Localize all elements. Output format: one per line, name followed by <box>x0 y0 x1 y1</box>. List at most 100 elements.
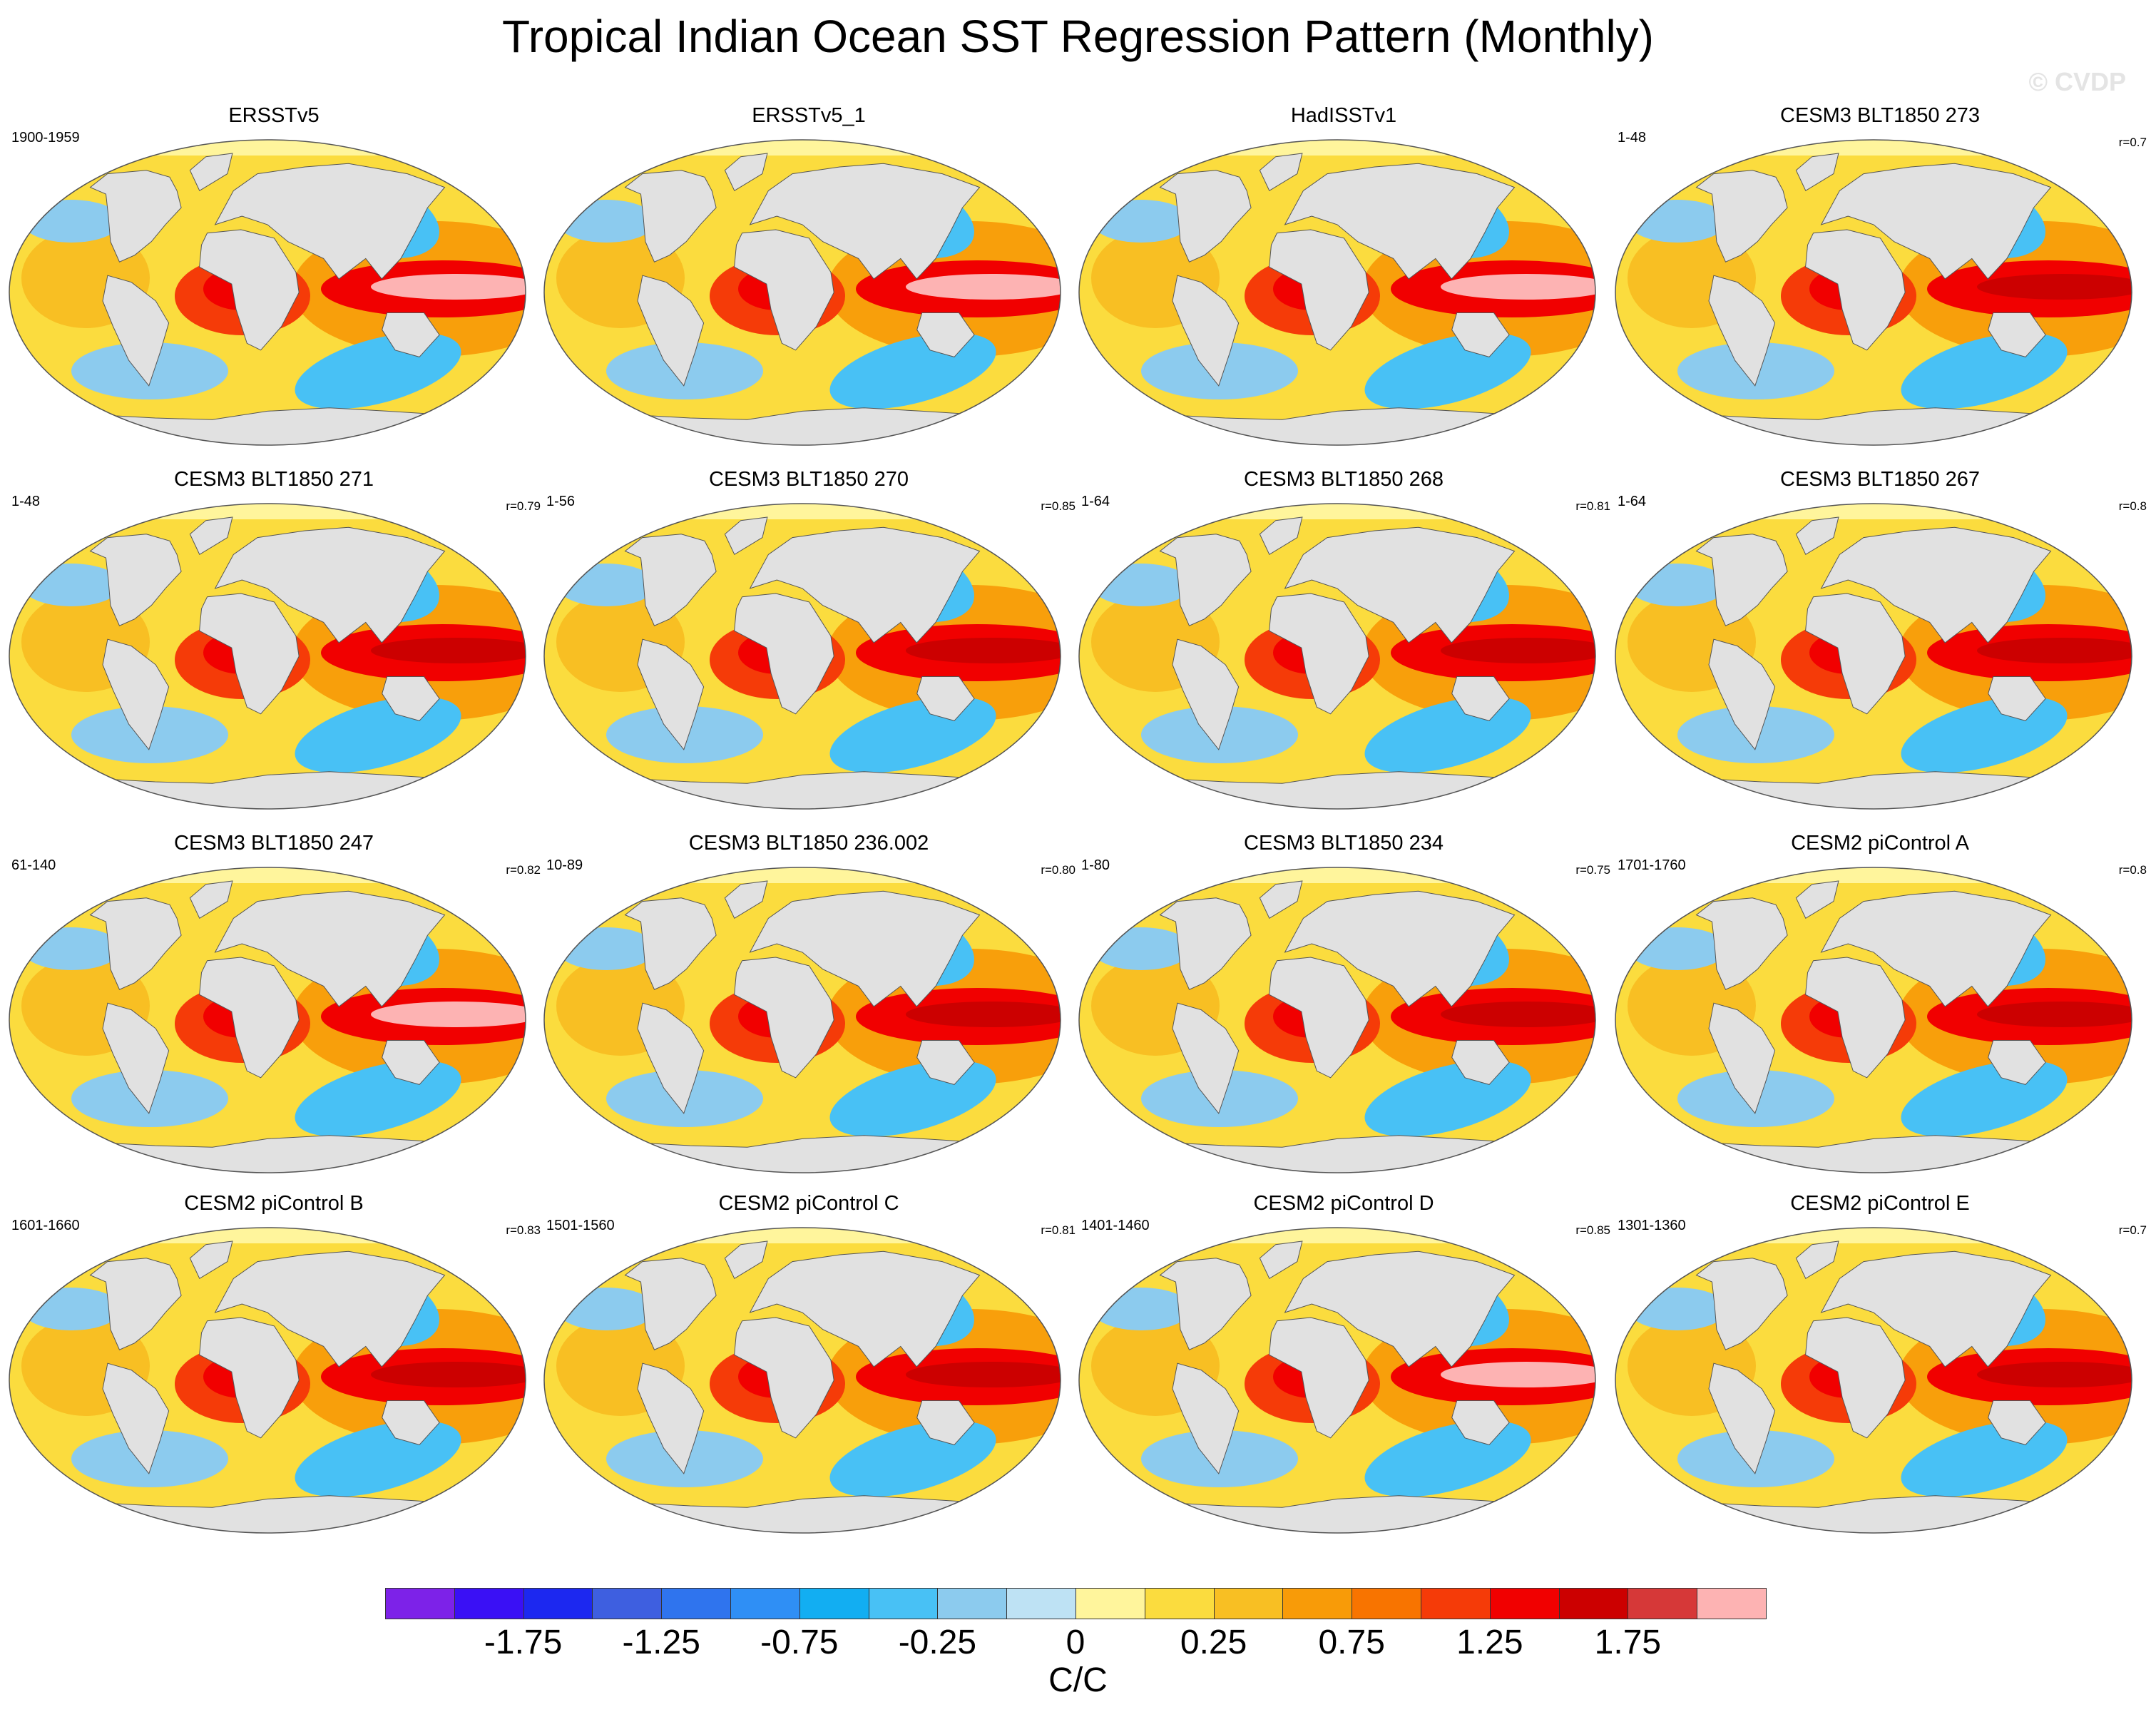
map-border <box>1615 867 2132 1173</box>
map-border <box>1078 867 1596 1173</box>
world-map <box>543 867 1061 1173</box>
colorbar-tick-label: 1.75 <box>1594 1624 1662 1661</box>
colorbar-swatch <box>1628 1588 1698 1619</box>
continent-north-america <box>1159 1258 1252 1350</box>
continent-africa <box>734 1317 834 1439</box>
continent-eurasia <box>214 890 446 1007</box>
continent-eurasia <box>214 1250 446 1367</box>
panel-title: CESM3 BLT1850 268 <box>1244 468 1444 491</box>
map-border <box>9 867 526 1173</box>
panel-correlation: r=0.81 <box>1575 499 1610 513</box>
continent-greenland <box>1795 1240 1839 1280</box>
continent-eurasia <box>749 163 981 280</box>
panel-years: 1-64 <box>1081 494 1110 509</box>
continent-greenland <box>724 516 768 556</box>
continent-australia <box>1988 1040 2046 1085</box>
continent-south-america <box>1172 275 1240 387</box>
continent-australia <box>382 1040 440 1085</box>
panel-title: CESM3 BLT1850 236.002 <box>688 832 929 855</box>
continent-greenland <box>1259 153 1303 192</box>
continent-south-america <box>637 275 705 387</box>
map-border <box>1078 503 1596 810</box>
continent-australia <box>916 1040 975 1085</box>
panel-title: CESM2 piControl B <box>184 1192 364 1215</box>
panel-title: CESM3 BLT1850 234 <box>1244 832 1444 855</box>
continent-north-america <box>624 897 717 990</box>
land-masses <box>624 516 981 809</box>
continent-north-america <box>89 897 182 990</box>
map-panel: CESM2 piControl D 1401-1460 r=0.85 <box>1077 1192 1610 1552</box>
panel-correlation: r=0.8 <box>2118 499 2147 513</box>
map-border <box>1615 139 2132 446</box>
continent-greenland <box>724 880 768 919</box>
colorbar <box>385 1588 1767 1621</box>
panel-correlation: r=0.82 <box>506 863 541 877</box>
continent-south-america <box>102 638 170 750</box>
continent-south-america <box>1172 638 1240 750</box>
continent-australia <box>916 312 975 357</box>
map-border <box>9 1227 526 1534</box>
map-panel: CESM3 BLT1850 268 1-64 r=0.81 <box>1077 468 1610 827</box>
world-map <box>1615 139 2132 446</box>
map-panel: HadISSTv1 <box>1077 104 1610 464</box>
continent-greenland <box>1259 516 1303 556</box>
continent-africa <box>1805 229 1906 351</box>
continent-north-america <box>89 170 182 263</box>
map-panel: CESM3 BLT1850 234 1-80 r=0.75 <box>1077 832 1610 1191</box>
continent-south-america <box>102 275 170 387</box>
colorbar-swatch <box>1076 1588 1145 1619</box>
colorbar-swatch <box>1006 1588 1076 1619</box>
continent-south-america <box>637 638 705 750</box>
continent-north-america <box>624 170 717 263</box>
continent-greenland <box>189 880 233 919</box>
colorbar-swatch <box>592 1588 663 1619</box>
colorbar-swatch <box>1421 1588 1491 1619</box>
land-masses <box>1695 516 2052 809</box>
world-map <box>1078 139 1596 446</box>
continent-africa <box>199 229 300 351</box>
panel-correlation: r=0.8 <box>2118 863 2147 877</box>
continent-eurasia <box>749 1250 981 1367</box>
continent-australia <box>1988 312 2046 357</box>
map-border <box>9 139 526 446</box>
continent-africa <box>734 229 834 351</box>
continent-south-america <box>1172 1002 1240 1114</box>
world-map <box>9 1227 526 1534</box>
continent-eurasia <box>1284 526 1516 643</box>
panel-correlation: r=0.80 <box>1041 863 1076 877</box>
continent-eurasia <box>749 890 981 1007</box>
continent-africa <box>1269 1317 1369 1439</box>
continent-greenland <box>724 153 768 192</box>
continent-greenland <box>189 153 233 192</box>
colorbar-swatch <box>1489 1588 1560 1619</box>
panel-years: 1301-1360 <box>1618 1218 1686 1233</box>
map-border <box>543 867 1061 1173</box>
world-map <box>543 139 1061 446</box>
continent-africa <box>734 593 834 715</box>
continent-south-america <box>1708 1362 1776 1474</box>
world-map <box>1078 867 1596 1173</box>
panel-correlation: r=0.7 <box>2118 1223 2147 1237</box>
panel-years: 1-56 <box>546 494 576 509</box>
panel-years: 1-48 <box>1618 130 1647 146</box>
panel-correlation: r=0.7 <box>2118 136 2147 149</box>
map-panel: CESM3 BLT1850 273 1-48 r=0.7 <box>1613 104 2147 464</box>
watermark: © CVDP <box>2028 67 2126 96</box>
map-panel: CESM2 piControl B 1601-1660 r=0.83 <box>7 1192 541 1552</box>
continent-greenland <box>724 1240 768 1280</box>
panel-title: ERSSTv5 <box>228 104 320 127</box>
panel-years: 1601-1660 <box>11 1218 80 1233</box>
world-map <box>543 1227 1061 1534</box>
continent-south-america <box>102 1362 170 1474</box>
continent-eurasia <box>1284 163 1516 280</box>
continent-greenland <box>189 516 233 556</box>
panel-correlation: r=0.81 <box>1041 1223 1076 1237</box>
continent-greenland <box>1795 516 1839 556</box>
panel-years: 61-140 <box>11 857 56 873</box>
colorbar-tick-label: -0.75 <box>760 1624 839 1661</box>
continent-africa <box>1269 957 1369 1079</box>
map-panel: ERSSTv5 1900-1959 <box>7 104 541 464</box>
world-map <box>9 139 526 446</box>
panel-title: CESM3 BLT1850 270 <box>709 468 909 491</box>
world-map <box>1078 1227 1596 1534</box>
